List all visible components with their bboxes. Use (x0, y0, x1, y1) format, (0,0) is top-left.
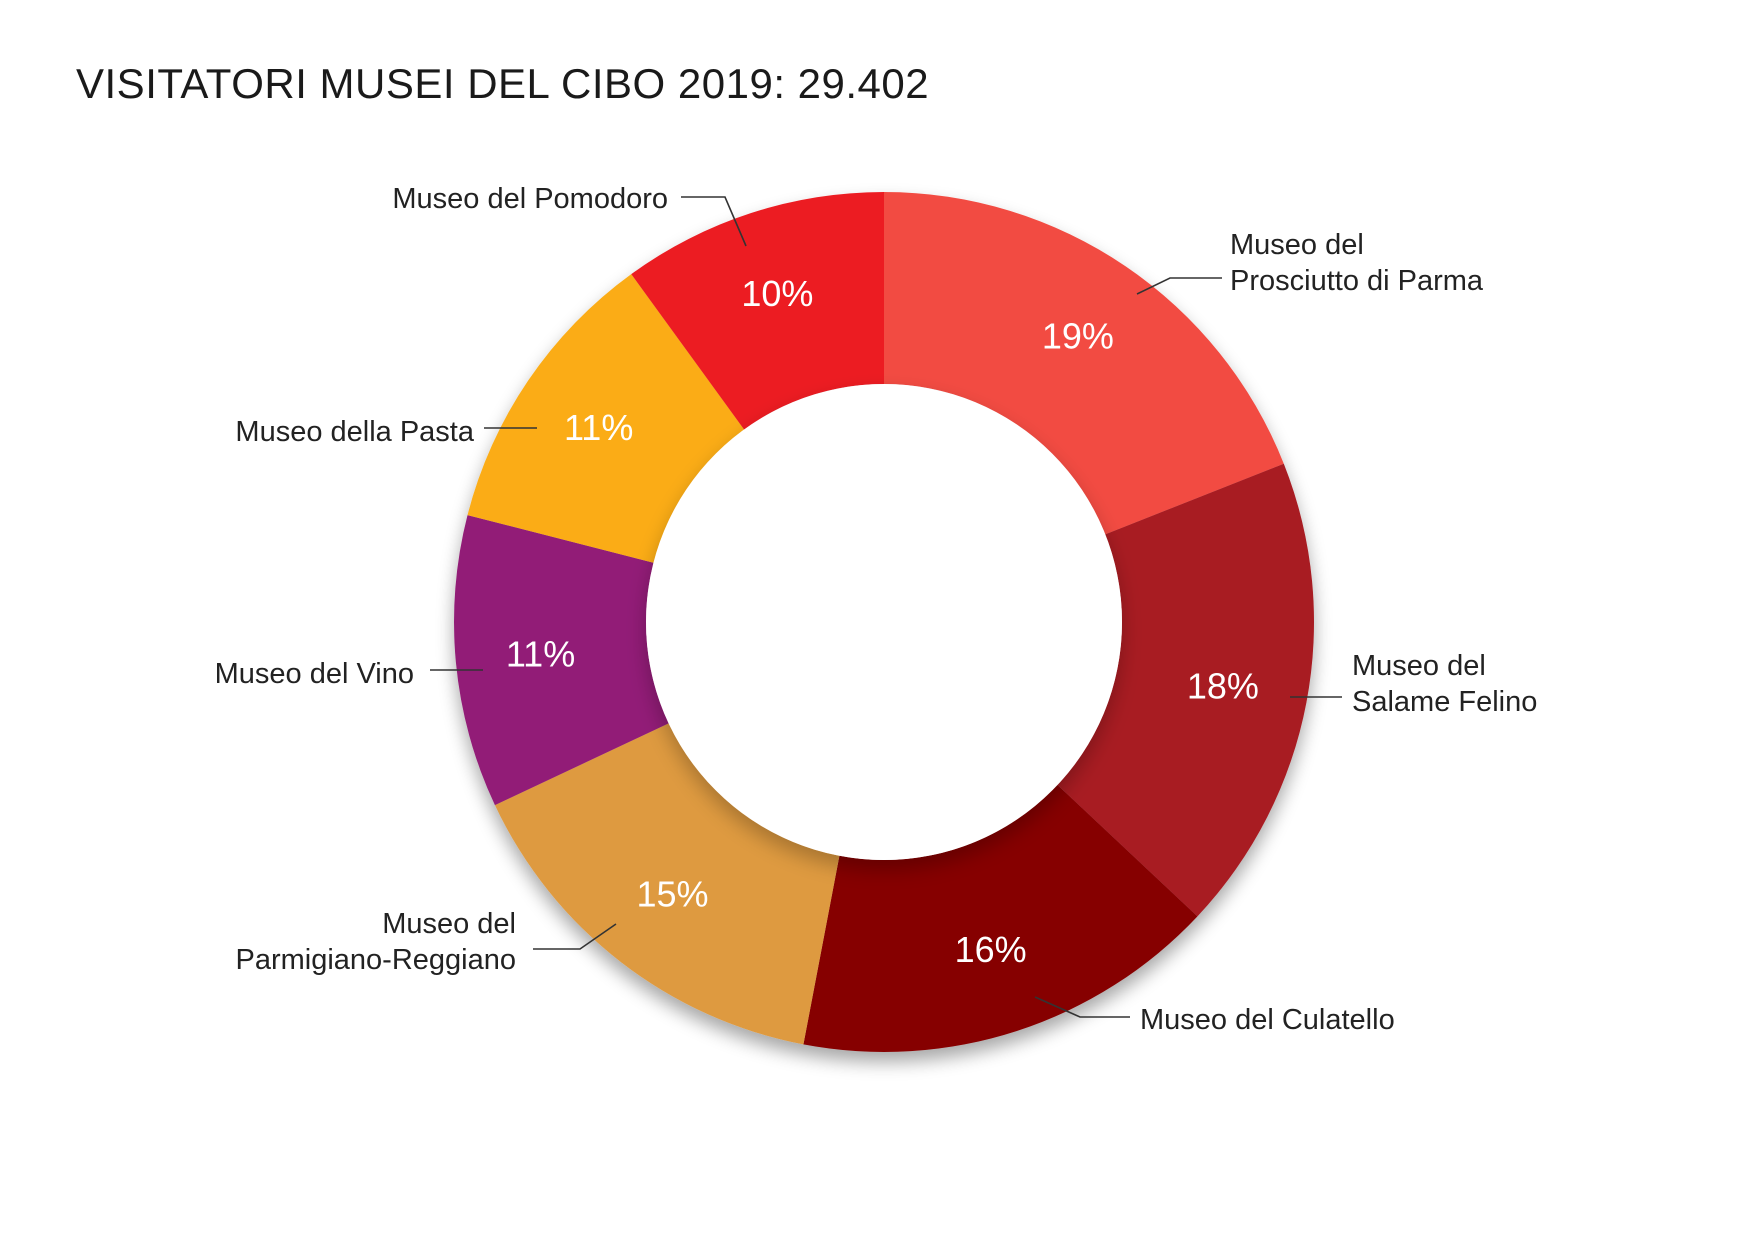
percent-label-museo-del-culatello: 16% (955, 929, 1027, 970)
leader-line-museo-del-culatello (1034, 996, 1130, 1018)
percent-labels: 19% 18% 16% 15% 11% 11% 10% (506, 273, 1259, 970)
category-label-museo-del-salame-felino-line-1: Museo del (1352, 650, 1486, 682)
leader-line-museo-del-prosciutto-di-parma (1136, 277, 1222, 295)
category-label-museo-del-salame-felino-line-2: Salame Felino (1352, 686, 1537, 718)
donut-ring (454, 192, 1314, 1052)
category-labels: Museo del Prosciutto di Parma Museo del Sal… (215, 183, 1538, 1036)
category-label-museo-del-prosciutto-di-parma-line-2: Prosciutto di Parma (1230, 265, 1484, 297)
leader-lines (430, 196, 1342, 1018)
percent-label-museo-del-pomodoro: 10% (741, 273, 813, 314)
category-label-museo-del-culatello: Museo del Culatello (1140, 1004, 1395, 1036)
percent-label-museo-del-salame-felino: 18% (1187, 666, 1259, 707)
slice-museo-del-salame-felino (1057, 463, 1314, 917)
chart-title: VISITATORI MUSEI DEL CIBO 2019: 29.402 (76, 60, 930, 107)
leader-line-museo-del-pomodoro (681, 196, 747, 247)
slice-museo-del-pomodoro (631, 192, 884, 430)
donut-hole (646, 384, 1122, 860)
percent-label-museo-del-vino: 11% (506, 633, 575, 674)
leader-line-museo-del-parmigiano-reggiano (533, 923, 617, 950)
category-label-museo-della-pasta: Museo della Pasta (235, 416, 474, 448)
percent-label-museo-della-pasta: 11% (564, 407, 633, 448)
category-label-museo-del-prosciutto-di-parma-line-1: Museo del (1230, 229, 1364, 261)
slice-museo-del-parmigiano-reggiano (494, 723, 840, 1045)
slice-museo-del-culatello (803, 784, 1198, 1052)
percent-label-museo-del-parmigiano-reggiano: 15% (637, 874, 709, 915)
category-label-museo-del-parmigiano-reggiano-line-1: Museo del (382, 908, 516, 940)
category-label-museo-del-vino: Museo del Vino (215, 658, 414, 690)
slice-museo-della-pasta (467, 274, 745, 563)
category-label-museo-del-parmigiano-reggiano-line-2: Parmigiano-Reggiano (236, 944, 517, 976)
slice-museo-del-prosciutto-di-parma (884, 192, 1284, 535)
percent-label-museo-del-prosciutto-di-parma: 19% (1042, 316, 1114, 357)
category-label-museo-del-pomodoro: Museo del Pomodoro (392, 183, 668, 215)
slice-museo-del-vino (454, 515, 669, 806)
